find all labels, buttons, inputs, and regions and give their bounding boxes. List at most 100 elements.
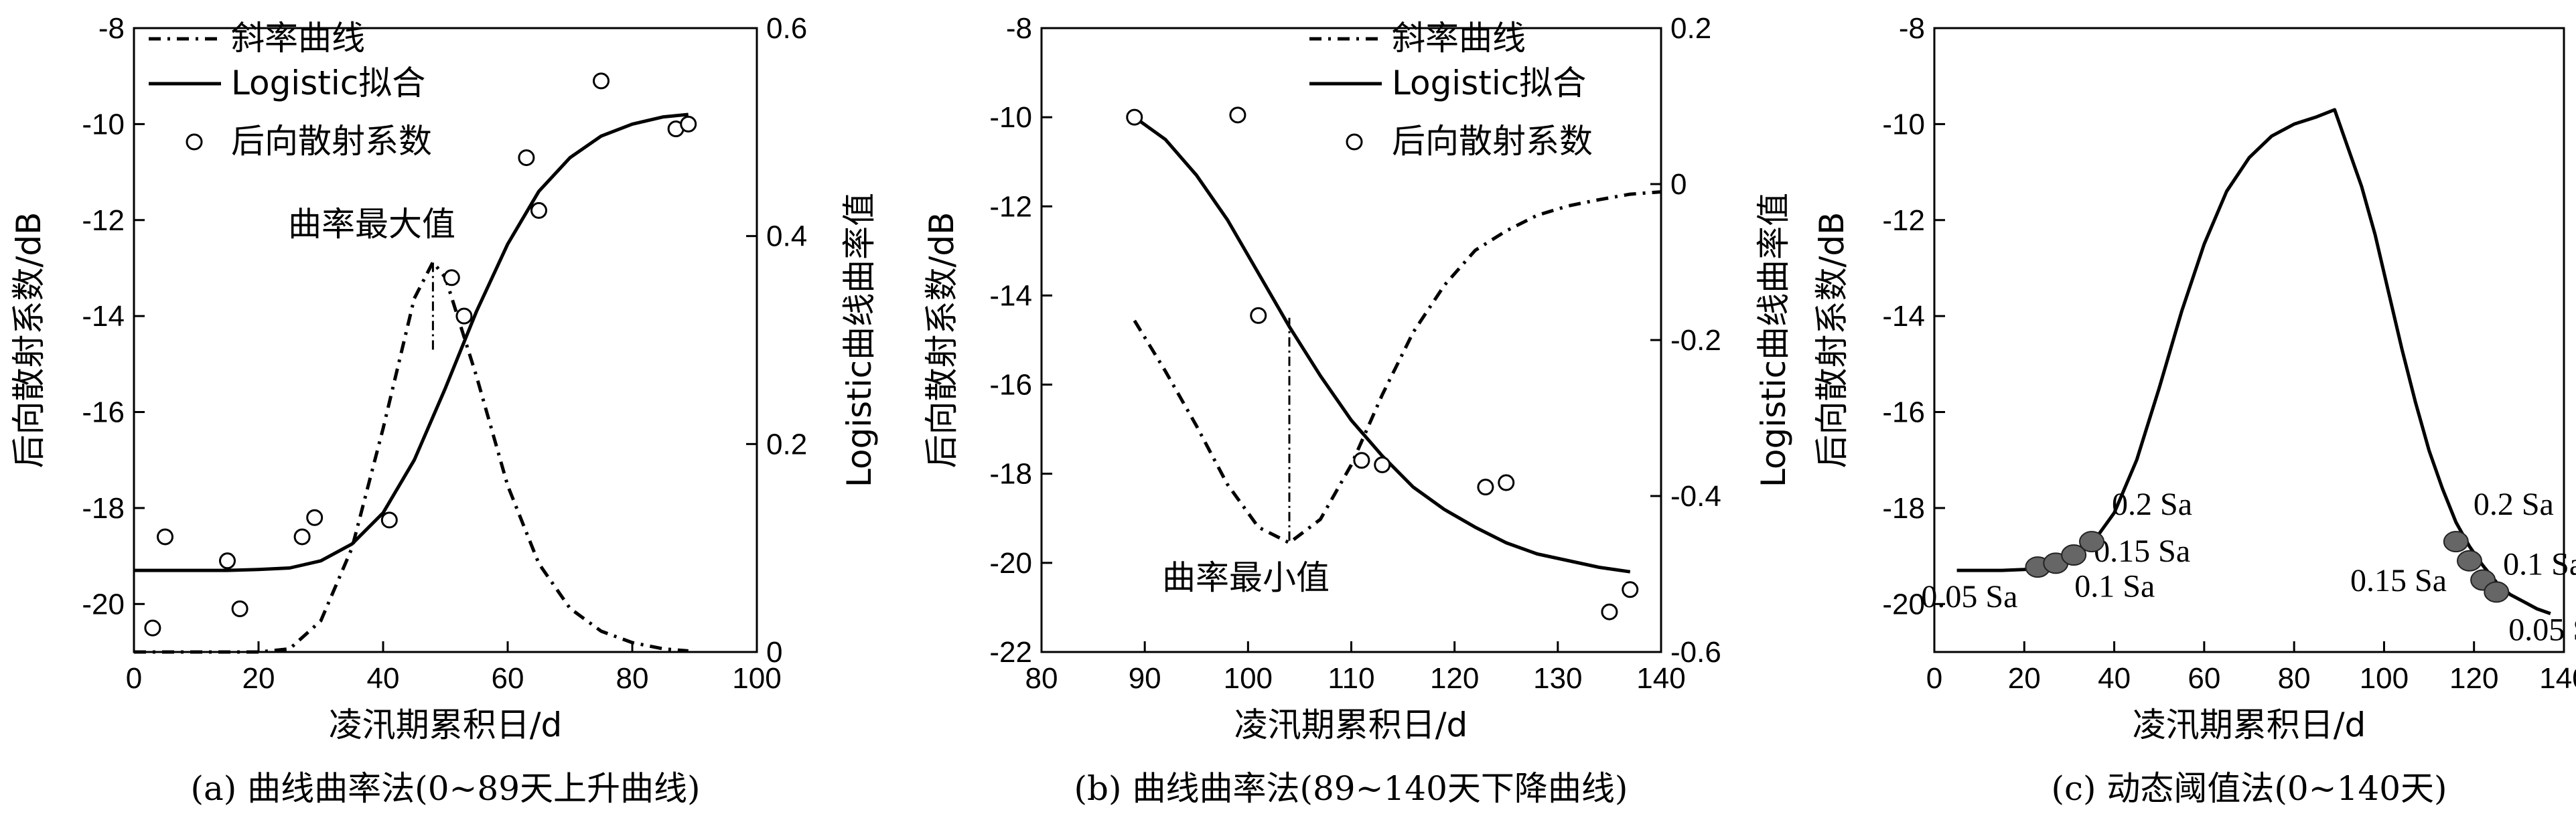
y-tick-label: -16 bbox=[1882, 396, 1925, 429]
logistic-curve bbox=[1133, 116, 1631, 574]
panel-a: 后向散射系数/dB Logistic曲线曲率值 凌汛期累积日/d (a) 曲线曲… bbox=[9, 12, 879, 808]
x-tick-label: 40 bbox=[2098, 662, 2131, 695]
x-tick-label: 100 bbox=[732, 662, 781, 695]
panel-b-lines bbox=[1133, 116, 1662, 574]
x-tick-label: 100 bbox=[2360, 662, 2409, 695]
data-point bbox=[380, 511, 398, 529]
data-point bbox=[1374, 456, 1391, 473]
panel-c-marks: 0.05 Sa 0.1 Sa0.15 Sa0.2 Sa 0.2 Sa0.15 Sa 0… bbox=[1921, 487, 2576, 647]
panel-b-xlabel: 凌汛期累积日/d bbox=[1234, 706, 1468, 744]
data-point bbox=[306, 509, 324, 526]
threshold-label: 0.15 Sa bbox=[2094, 534, 2190, 569]
threshold-point bbox=[2457, 550, 2482, 572]
x-tick-label: 0 bbox=[126, 662, 142, 695]
y-tick-label: -20 bbox=[1882, 588, 1925, 621]
data-point bbox=[157, 528, 173, 546]
y-tick-label: -8 bbox=[1899, 12, 1925, 45]
data-point bbox=[1601, 603, 1618, 621]
legend-backscatter-label: 后向散射系数 bbox=[1392, 122, 1593, 161]
threshold-label: 0.1 Sa bbox=[2074, 568, 2155, 604]
threshold-label: 0.2 Sa bbox=[2474, 487, 2554, 522]
legend-logistic-label: Logistic拟合 bbox=[1392, 64, 1586, 102]
y-tick-label: -14 bbox=[1882, 300, 1925, 333]
y-tick-label: -8 bbox=[1006, 12, 1032, 45]
data-point bbox=[1250, 307, 1267, 324]
x-tick-label: 0 bbox=[1926, 662, 1942, 695]
x-tick-label: 80 bbox=[616, 662, 649, 695]
y2-tick-label: 0 bbox=[1670, 168, 1687, 201]
legend-backscatter-marker bbox=[186, 133, 203, 151]
y-tick-label: -12 bbox=[1882, 204, 1925, 237]
y-tick-label: -10 bbox=[1882, 108, 1925, 141]
logistic-curve bbox=[134, 112, 689, 572]
panel-b: 后向散射系数/dB Logistic曲线曲率值 凌汛期累积日/d (b) 曲线曲… bbox=[922, 12, 1793, 808]
legend-slope-label: 斜率曲线 bbox=[1392, 19, 1526, 58]
data-point bbox=[1229, 106, 1246, 124]
data-point bbox=[593, 72, 610, 90]
panel-b-y2label: Logistic曲线曲率值 bbox=[1754, 193, 1793, 487]
legend-backscatter-marker bbox=[1346, 133, 1363, 151]
x-tick-label: 80 bbox=[1025, 662, 1058, 695]
panel-c-caption: (c) 动态阈值法(0~140天) bbox=[2051, 769, 2447, 808]
threshold-label: 0.2 Sa bbox=[2112, 487, 2192, 522]
x-tick-label: 120 bbox=[1430, 662, 1479, 695]
panel-a-ticks: 0 20 40 60 80 100 -8 -10 -12 -14 -16 -18 -20 0 0.2 0.4 0… bbox=[82, 12, 807, 695]
panel-a-legend: 斜率曲线 Logistic拟合 后向散射系数 bbox=[149, 19, 432, 161]
legend-backscatter-label: 后向散射系数 bbox=[231, 122, 432, 161]
x-tick-label: 120 bbox=[2449, 662, 2498, 695]
data-point bbox=[680, 115, 697, 133]
y-tick-label: -22 bbox=[989, 636, 1032, 669]
y-tick-label: -18 bbox=[989, 458, 1032, 491]
x-tick-label: 100 bbox=[1224, 662, 1273, 695]
y-tick-label: -8 bbox=[98, 12, 125, 45]
y-tick-label: -16 bbox=[82, 396, 125, 429]
y2-tick-label: 0.6 bbox=[766, 12, 807, 45]
legend-logistic-label: Logistic拟合 bbox=[231, 64, 425, 102]
legend-slope-label: 斜率曲线 bbox=[231, 19, 365, 58]
panel-a-xlabel: 凌汛期累积日/d bbox=[329, 706, 563, 744]
y-tick-label: -20 bbox=[989, 547, 1032, 580]
panel-c-plot-frame bbox=[1933, 27, 2565, 653]
data-point bbox=[1477, 479, 1494, 496]
data-point bbox=[443, 269, 460, 287]
y2-tick-label: 0.2 bbox=[766, 428, 807, 461]
panel-b-ylabel: 后向散射系数/dB bbox=[922, 212, 961, 469]
data-point bbox=[530, 201, 547, 219]
panel-b-annotation: 曲率最小值 bbox=[1162, 558, 1330, 597]
y2-tick-label: 0.4 bbox=[766, 220, 807, 253]
data-point bbox=[1622, 581, 1639, 598]
data-point bbox=[231, 600, 248, 617]
y-tick-label: -10 bbox=[82, 108, 125, 141]
panel-a-annotation: 曲率最大值 bbox=[288, 205, 455, 244]
y2-tick-label: 0.2 bbox=[1670, 12, 1711, 45]
data-point bbox=[293, 528, 311, 546]
x-tick-label: 140 bbox=[2539, 662, 2576, 695]
panel-a-ylabel: 后向散射系数/dB bbox=[9, 212, 48, 469]
y2-tick-label: -0.4 bbox=[1670, 480, 1721, 513]
x-tick-label: 110 bbox=[1328, 662, 1374, 695]
data-point bbox=[1353, 452, 1370, 469]
y-tick-label: -10 bbox=[989, 101, 1032, 134]
y2-tick-label: -0.2 bbox=[1670, 324, 1721, 357]
panel-a-plot-frame bbox=[133, 27, 758, 653]
x-tick-label: 20 bbox=[242, 662, 275, 695]
data-point bbox=[1126, 108, 1143, 126]
panel-c: 后向散射系数/dB 凌汛期累积日/d (c) 动态阈值法(0~140天) 0 20… bbox=[1812, 12, 2576, 808]
panel-c-xlabel: 凌汛期累积日/d bbox=[2133, 706, 2366, 744]
y-tick-label: -14 bbox=[989, 279, 1032, 312]
x-tick-label: 60 bbox=[2188, 662, 2220, 695]
threshold-label: 0.1 Sa bbox=[2503, 546, 2576, 582]
data-point bbox=[455, 307, 473, 325]
panel-b-caption: (b) 曲线曲率法(89~140天下降曲线) bbox=[1074, 769, 1628, 808]
y-tick-label: -12 bbox=[989, 190, 1032, 223]
x-tick-label: 90 bbox=[1129, 662, 1161, 695]
data-point bbox=[518, 149, 535, 167]
data-point bbox=[219, 552, 236, 570]
panel-a-y2label: Logistic曲线曲率值 bbox=[840, 193, 879, 487]
y-tick-label: -18 bbox=[1882, 492, 1925, 525]
data-point bbox=[1498, 474, 1515, 491]
panel-a-marks bbox=[144, 72, 697, 637]
y-tick-label: -20 bbox=[82, 588, 125, 621]
panel-b-legend: 斜率曲线 Logistic拟合 后向散射系数 bbox=[1309, 19, 1593, 161]
